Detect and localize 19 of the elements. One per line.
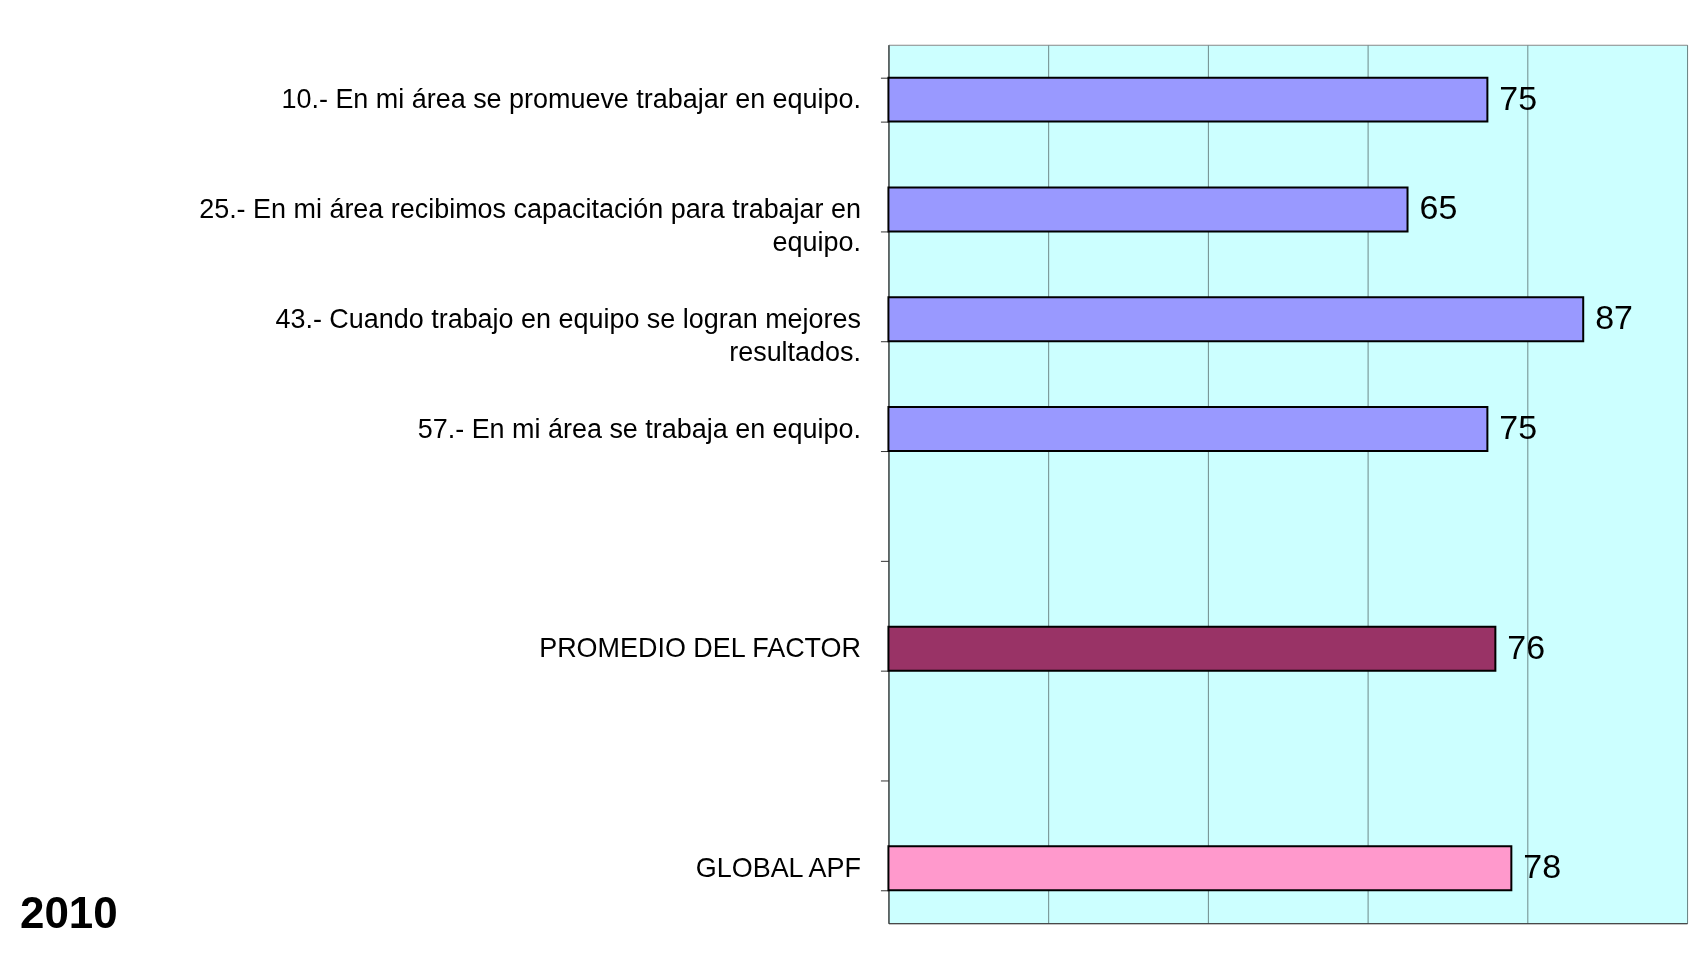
data-label: 76 [1507,627,1546,666]
data-label: 75 [1499,78,1538,117]
data-label: 75 [1499,408,1538,447]
y-tick-label: 10.- En mi área se promueve trabajar en equipo. [281,84,861,115]
y-tick-label: PROMEDIO DEL FACTOR [539,633,861,664]
y-tick-label: 43.- Cuando trabajo en equipo se logran mejores resultados. [275,303,861,367]
data-label: 78 [1523,847,1562,886]
bar [887,845,1513,892]
y-tick-label: 25.- En mi área recibimos capacitación para trabajar en equipo. [199,193,861,257]
bar [887,76,1489,123]
bar [887,406,1489,453]
data-label: 87 [1595,298,1633,337]
y-tick-label: 57.- En mi área se trabaja en equipo. [417,413,861,444]
text: 2010 [19,888,118,938]
bar [887,296,1585,343]
y-tick-label: GLOBAL APF [695,852,861,883]
bar [887,186,1409,233]
data-label: 65 [1419,188,1458,227]
bar [887,625,1497,672]
